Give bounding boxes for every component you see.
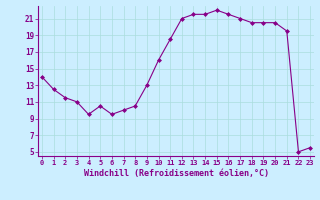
X-axis label: Windchill (Refroidissement éolien,°C): Windchill (Refroidissement éolien,°C): [84, 169, 268, 178]
